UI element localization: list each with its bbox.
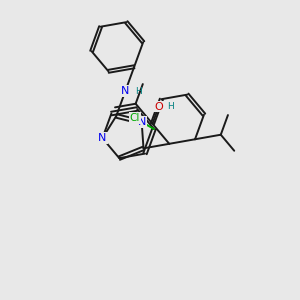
Text: O: O bbox=[154, 102, 163, 112]
Text: N: N bbox=[121, 86, 129, 96]
Text: N: N bbox=[98, 133, 106, 143]
Text: H: H bbox=[167, 102, 174, 111]
Text: H: H bbox=[135, 87, 142, 96]
Text: Cl: Cl bbox=[130, 113, 140, 123]
Text: N: N bbox=[137, 117, 146, 127]
